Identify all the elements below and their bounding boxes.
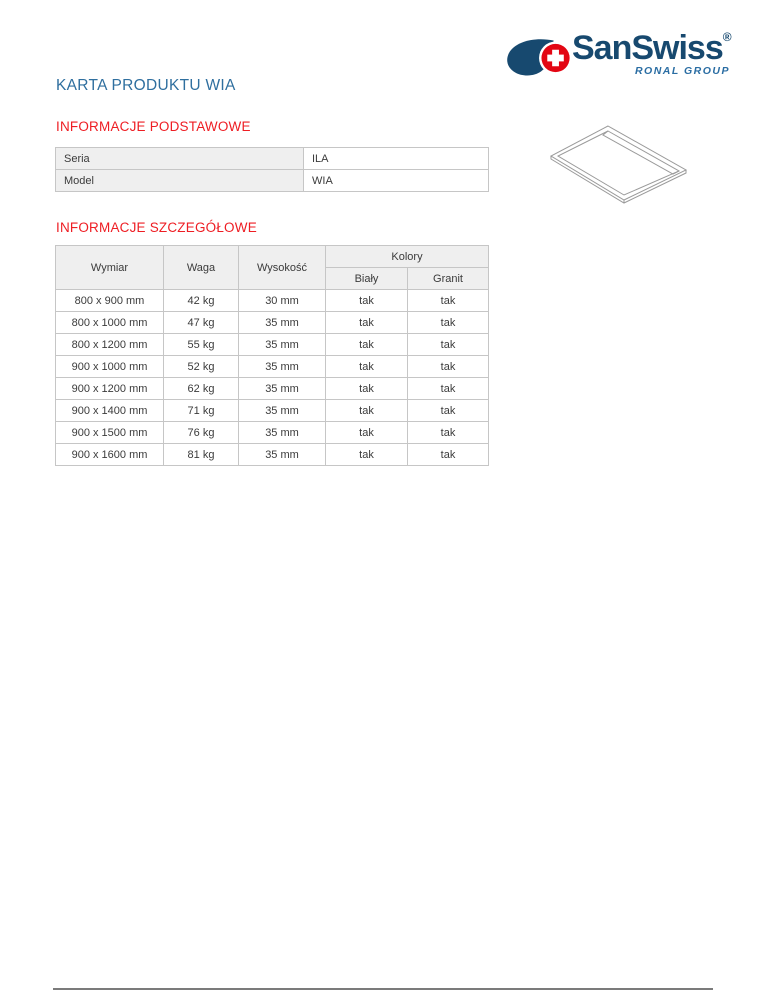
cell-wymiar: 900 x 1500 mm	[55, 421, 164, 444]
table-row: 900 x 1200 mm 62 kg 35 mm tak tak	[55, 377, 489, 400]
cell-granit: tak	[407, 311, 489, 334]
basic-label-seria: Seria	[55, 147, 304, 170]
col-header-bialy: Biały	[325, 267, 408, 290]
brand-tagline: RONAL GROUP	[634, 65, 730, 77]
cell-bialy: tak	[325, 289, 408, 312]
col-header-kolory: Kolory	[325, 245, 489, 268]
cell-bialy: tak	[325, 421, 408, 444]
table-row: 800 x 900 mm 42 kg 30 mm tak tak	[55, 289, 489, 312]
cell-wysokosc: 35 mm	[238, 355, 326, 378]
cell-wymiar: 800 x 1200 mm	[55, 333, 164, 356]
cell-wymiar: 900 x 1000 mm	[55, 355, 164, 378]
cell-wysokosc: 35 mm	[238, 333, 326, 356]
basic-value-model: WIA	[303, 169, 489, 192]
cell-wysokosc: 35 mm	[238, 377, 326, 400]
col-header-granit: Granit	[407, 267, 489, 290]
cell-waga: 71 kg	[163, 399, 239, 422]
table-row: 800 x 1000 mm 47 kg 35 mm tak tak	[55, 311, 489, 334]
table-row: 900 x 1000 mm 52 kg 35 mm tak tak	[55, 355, 489, 378]
cell-wymiar: 900 x 1200 mm	[55, 377, 164, 400]
cell-wysokosc: 30 mm	[238, 289, 326, 312]
cell-wymiar: 800 x 900 mm	[55, 289, 164, 312]
cell-granit: tak	[407, 421, 489, 444]
cell-wymiar: 900 x 1600 mm	[55, 443, 164, 466]
col-header-wysokosc: Wysokość	[238, 245, 326, 290]
cell-wysokosc: 35 mm	[238, 311, 326, 334]
table-row: 900 x 1600 mm 81 kg 35 mm tak tak	[55, 443, 489, 466]
table-row: 900 x 1400 mm 71 kg 35 mm tak tak	[55, 399, 489, 422]
table-row: Seria ILA	[55, 147, 489, 170]
cell-granit: tak	[407, 399, 489, 422]
registered-mark: ®	[722, 30, 732, 44]
sanswiss-drop-cross-icon	[507, 39, 573, 76]
cell-waga: 81 kg	[163, 443, 239, 466]
cell-bialy: tak	[325, 311, 408, 334]
table-row: 800 x 1200 mm 55 kg 35 mm tak tak	[55, 333, 489, 356]
basic-label-model: Model	[55, 169, 304, 192]
cell-granit: tak	[407, 355, 489, 378]
cell-wysokosc: 35 mm	[238, 421, 326, 444]
cell-wysokosc: 35 mm	[238, 443, 326, 466]
col-header-waga: Waga	[163, 245, 239, 290]
cell-granit: tak	[407, 443, 489, 466]
table-row: Model WIA	[55, 169, 489, 192]
table-row: 900 x 1500 mm 76 kg 35 mm tak tak	[55, 421, 489, 444]
header-row: Wymiar Waga Wysokość Kolory	[55, 245, 489, 290]
footer-divider	[53, 988, 713, 990]
page-title: KARTA PRODUKTU WIA	[56, 77, 236, 94]
section-heading-basic-info: INFORMACJE PODSTAWOWE	[56, 119, 251, 134]
brand-text: SanSwiss®	[572, 29, 732, 67]
cell-bialy: tak	[325, 333, 408, 356]
basic-info-table: Seria ILA Model WIA	[55, 147, 489, 192]
cell-waga: 47 kg	[163, 311, 239, 334]
cell-granit: tak	[407, 333, 489, 356]
section-heading-detailed-info: INFORMACJE SZCZEGÓŁOWE	[56, 220, 257, 235]
basic-value-seria: ILA	[303, 147, 489, 170]
cell-wymiar: 900 x 1400 mm	[55, 399, 164, 422]
cell-wymiar: 800 x 1000 mm	[55, 311, 164, 334]
cell-waga: 76 kg	[163, 421, 239, 444]
cell-bialy: tak	[325, 377, 408, 400]
shower-tray-drawing	[549, 125, 688, 204]
cell-waga: 52 kg	[163, 355, 239, 378]
cell-bialy: tak	[325, 443, 408, 466]
cell-waga: 62 kg	[163, 377, 239, 400]
cell-granit: tak	[407, 289, 489, 312]
cell-granit: tak	[407, 377, 489, 400]
cell-waga: 55 kg	[163, 333, 239, 356]
sanswiss-logo: SanSwiss® RONAL GROUP	[506, 29, 734, 81]
cell-waga: 42 kg	[163, 289, 239, 312]
col-header-wymiar: Wymiar	[55, 245, 164, 290]
detailed-info-table: Wymiar Waga Wysokość Kolory Biały Granit…	[55, 245, 489, 466]
cell-wysokosc: 35 mm	[238, 399, 326, 422]
cell-bialy: tak	[325, 355, 408, 378]
cell-bialy: tak	[325, 399, 408, 422]
